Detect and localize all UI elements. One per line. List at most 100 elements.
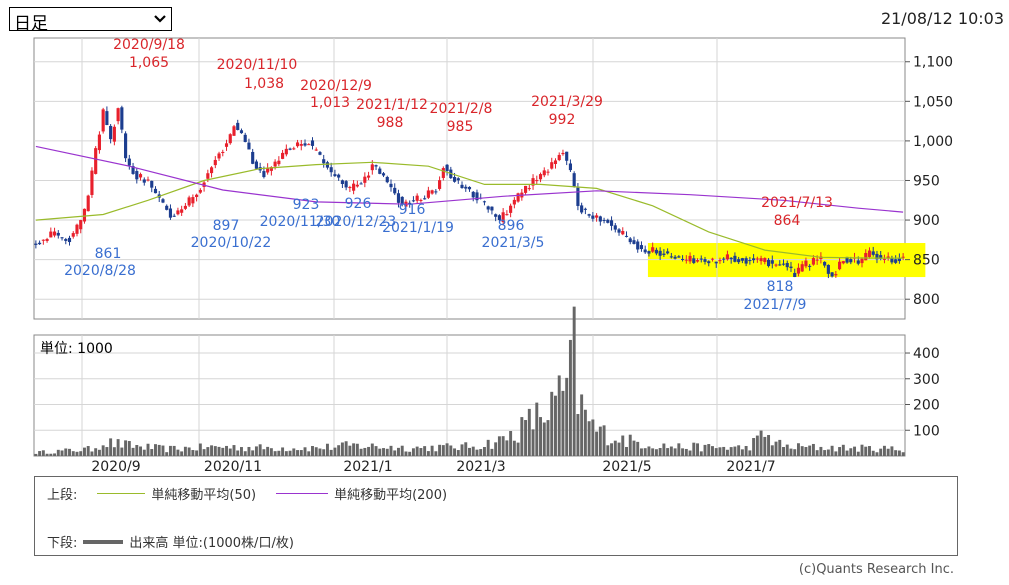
volume-bar [225,445,228,456]
candlestick [770,260,774,264]
volume-bar [677,443,681,456]
volume-bar [871,450,875,456]
candlestick [512,199,516,205]
candlestick [86,195,90,212]
annotation-high-value: 1,038 [244,76,284,92]
volume-bar [460,444,464,456]
candlestick [389,183,393,188]
candlestick [172,215,176,217]
volume-bar [378,448,382,456]
candlestick [494,214,498,217]
volume-bar [598,426,602,456]
annotation-high-date: 2020/12/9 [300,78,372,94]
candlestick [486,206,490,210]
volume-bar [808,445,812,456]
volume-bar [124,440,128,456]
volume-bar [748,450,752,456]
candlestick [497,215,501,221]
candlestick [71,233,75,237]
candlestick [273,161,277,167]
candlestick [434,191,438,193]
annotation-low-date: 2021/1/19 [382,220,454,236]
candlestick [699,258,703,260]
candlestick [408,202,412,204]
annotation-high-value: 988 [377,115,404,131]
volume-bar [890,446,894,456]
candlestick [624,235,629,237]
candlestick [557,154,561,161]
volume-bar [38,451,42,456]
volume-bar [307,451,311,456]
annotation-low-value: 923 [293,197,320,213]
volume-bar [696,443,699,456]
volume-bar [273,451,277,456]
price-tick-label: 1,050 [913,94,953,110]
candlestick [344,181,348,188]
candlestick [322,159,326,164]
volume-bar [774,441,778,456]
volume-bar [41,450,45,456]
volume-bar [681,448,685,456]
candlestick [692,258,696,263]
volume-bar [714,448,718,456]
volume-bar [292,448,296,456]
volume-bar [202,449,206,456]
volume-bar [602,425,606,456]
candlestick [217,153,221,159]
volume-bar [793,449,797,456]
x-tick-label: 2021/5 [602,459,651,475]
candlestick [845,256,849,263]
candlestick [901,256,905,258]
volume-bar [468,447,471,456]
x-tick-label: 2021/7 [726,459,775,475]
candlestick [595,215,599,218]
volume-bar [135,445,139,456]
candlestick [781,263,786,265]
period-select[interactable]: 日足 [9,7,172,34]
volume-bar [894,450,898,456]
candlestick [583,208,587,210]
candlestick [553,160,558,165]
candlestick [236,122,240,130]
volume-bar [550,391,554,456]
volume-bar [647,446,651,456]
volume-bar [471,446,475,456]
volume-tick-label: 400 [913,346,940,362]
annotation-high-date: 2021/3/29 [531,94,603,110]
volume-bar [75,451,79,456]
annotation-low-date: 2020/10/22 [191,235,272,251]
candlestick [714,261,718,264]
volume-bar [258,444,262,456]
volume-bar [823,450,827,456]
candlestick [636,241,640,250]
candlestick [550,162,554,169]
candlestick [142,179,146,183]
volume-bar [811,443,815,456]
candlestick [830,272,834,277]
volume-bar [453,448,457,456]
candlestick [864,252,868,261]
candlestick [101,109,105,132]
annotation-high-value: 1,065 [129,55,169,71]
candlestick [355,184,359,187]
candlestick [112,126,116,142]
candlestick [359,183,363,185]
volume-bar [583,409,587,456]
volume-bar [363,447,367,456]
candlestick [41,239,45,241]
period-select-value: 日足 [14,14,48,34]
candlestick [333,174,337,177]
volume-bar [262,449,266,456]
candlestick [729,257,733,260]
candlestick [195,194,199,198]
candlestick [374,165,378,167]
volume-bar [333,447,337,456]
volume-bar [482,447,486,456]
volume-bar [228,448,232,456]
volume-bar [666,448,670,456]
volume-bar [763,436,767,456]
volume-bar [79,451,83,456]
volume-bar [729,447,733,456]
volume-bar [692,442,696,456]
volume-bar [434,451,438,456]
